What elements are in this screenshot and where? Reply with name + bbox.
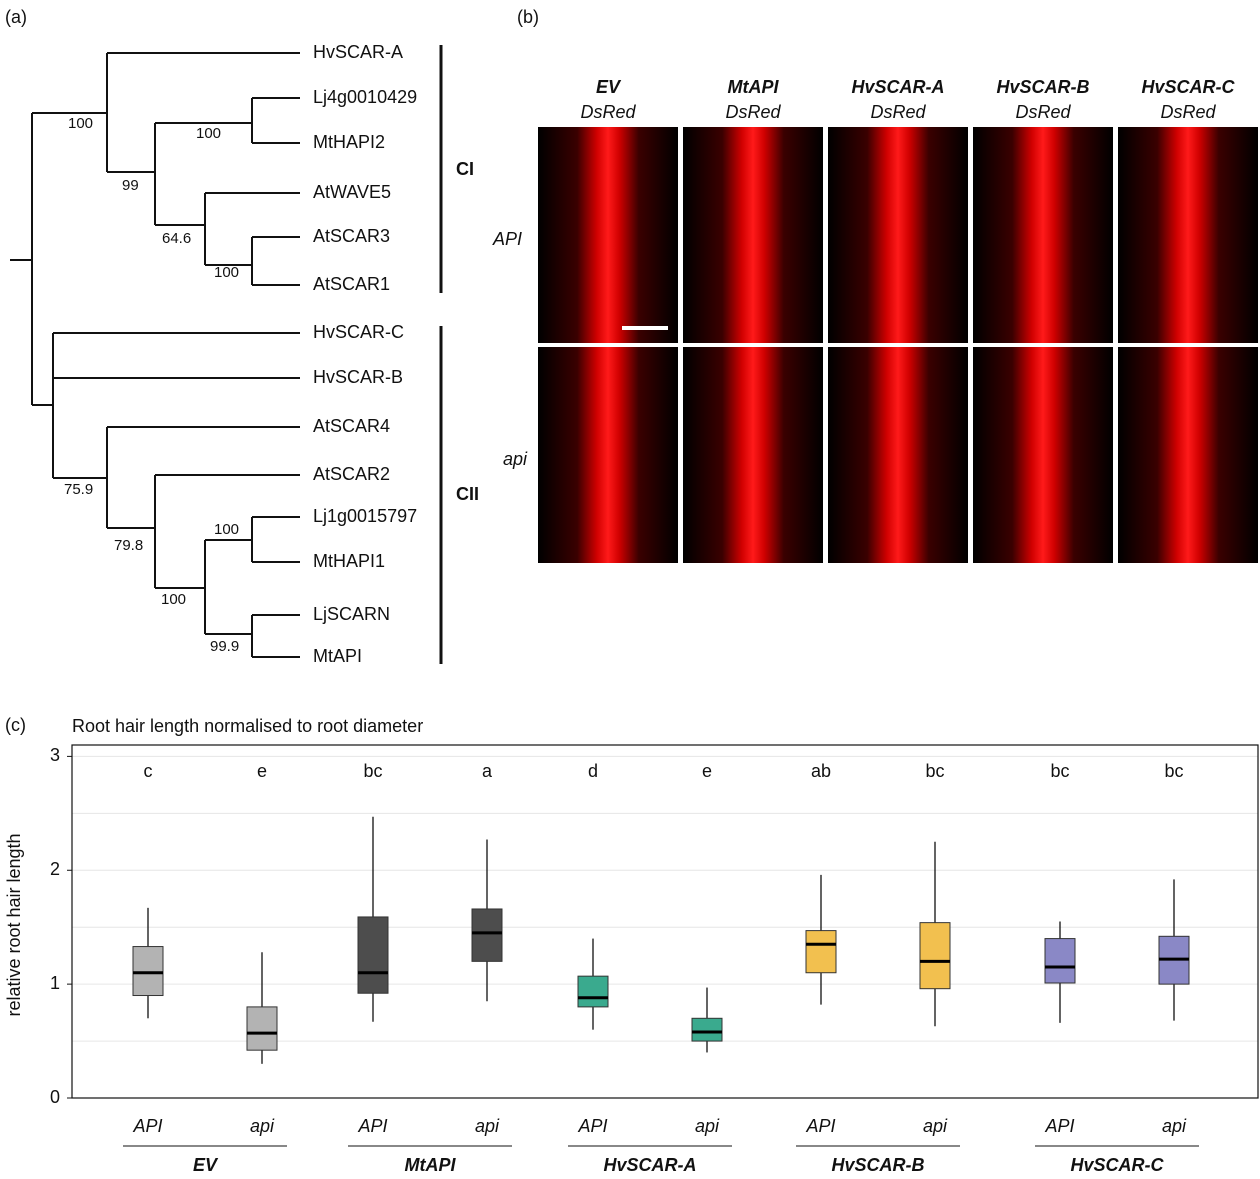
construct-label: HvSCAR-B [996, 77, 1089, 97]
panel-label: (a) [5, 7, 27, 27]
significance-letter: e [702, 761, 712, 781]
construct-label: HvSCAR-C [1141, 77, 1235, 97]
significance-letter: e [257, 761, 267, 781]
support-value: 100 [214, 521, 239, 538]
y-axis-title: relative root hair length [4, 833, 24, 1016]
construct-label: EV [596, 77, 622, 97]
x-tick-label: api [695, 1116, 720, 1136]
panel-label: (c) [5, 715, 26, 735]
x-tick-label: API [805, 1116, 835, 1136]
micrograph [828, 347, 968, 563]
support-value: 100 [196, 125, 221, 142]
support-value: 99 [122, 177, 139, 194]
micrograph [1118, 347, 1258, 563]
support-value: 100 [68, 115, 93, 132]
leaf-label: HvSCAR-C [313, 322, 404, 342]
micrograph [973, 347, 1113, 563]
leaf-label: HvSCAR-A [313, 42, 403, 62]
box [471, 908, 503, 962]
micrograph [683, 127, 823, 343]
leaf-label: Lj4g0010429 [313, 87, 417, 107]
significance-letter: bc [363, 761, 382, 781]
clade-label: CI [456, 159, 474, 179]
group-label: HvSCAR-B [831, 1155, 924, 1175]
box [357, 916, 389, 994]
plot-frame [71, 744, 1259, 1099]
support-value: 75.9 [64, 481, 93, 498]
micrograph [538, 347, 678, 563]
micrograph [973, 127, 1113, 343]
leaf-label: AtSCAR1 [313, 274, 390, 294]
box [919, 922, 951, 990]
chart-title: Root hair length normalised to root diam… [72, 716, 423, 736]
y-tick-label: 0 [50, 1087, 60, 1107]
group-label: HvSCAR-A [603, 1155, 696, 1175]
micrograph [683, 347, 823, 563]
micrograph [1118, 127, 1258, 343]
support-value: 100 [161, 591, 186, 608]
x-tick-label: api [1162, 1116, 1187, 1136]
leaf-label: HvSCAR-B [313, 367, 403, 387]
leaf-label: MtHAPI2 [313, 132, 385, 152]
group-label: EV [193, 1155, 219, 1175]
group-label: MtAPI [405, 1155, 457, 1175]
x-tick-label: API [132, 1116, 162, 1136]
significance-letter: ab [811, 761, 831, 781]
clade-label: CII [456, 484, 479, 504]
reporter-label: DsRed [1015, 102, 1071, 122]
x-tick-label: API [1044, 1116, 1074, 1136]
y-tick-label: 1 [50, 973, 60, 993]
leaf-label: LjSCARN [313, 604, 390, 624]
x-tick-label: api [475, 1116, 500, 1136]
x-tick-label: api [923, 1116, 948, 1136]
box [1044, 938, 1076, 984]
reporter-label: DsRed [580, 102, 636, 122]
panel-label: (b) [517, 7, 539, 27]
row-label: api [503, 449, 528, 469]
significance-letter: bc [925, 761, 944, 781]
group-label: HvSCAR-C [1070, 1155, 1164, 1175]
micrograph [538, 127, 678, 343]
support-value: 100 [214, 264, 239, 281]
leaf-label: AtSCAR3 [313, 226, 390, 246]
x-tick-label: API [577, 1116, 607, 1136]
support-value: 64.6 [162, 230, 191, 247]
y-tick-label: 3 [50, 745, 60, 765]
x-tick-label: api [250, 1116, 275, 1136]
box [246, 1006, 278, 1051]
significance-letter: a [482, 761, 493, 781]
x-tick-label: API [357, 1116, 387, 1136]
y-tick-label: 2 [50, 859, 60, 879]
leaf-label: AtSCAR4 [313, 416, 390, 436]
reporter-label: DsRed [870, 102, 926, 122]
construct-label: HvSCAR-A [851, 77, 944, 97]
box [691, 1017, 723, 1042]
leaf-label: AtSCAR2 [313, 464, 390, 484]
micrograph [828, 127, 968, 343]
significance-letter: d [588, 761, 598, 781]
leaf-label: AtWAVE5 [313, 182, 391, 202]
reporter-label: DsRed [1160, 102, 1216, 122]
box [577, 975, 609, 1008]
significance-letter: c [144, 761, 153, 781]
phylogenetic-tree [10, 45, 443, 664]
significance-letter: bc [1050, 761, 1069, 781]
row-label: API [492, 229, 522, 249]
leaf-label: MtHAPI1 [313, 551, 385, 571]
significance-letter: bc [1164, 761, 1183, 781]
support-value: 99.9 [210, 638, 239, 655]
leaf-label: MtAPI [313, 646, 362, 666]
box [805, 930, 837, 974]
leaf-label: Lj1g0015797 [313, 506, 417, 526]
reporter-label: DsRed [725, 102, 781, 122]
support-value: 79.8 [114, 537, 143, 554]
construct-label: MtAPI [728, 77, 780, 97]
box [132, 946, 164, 997]
